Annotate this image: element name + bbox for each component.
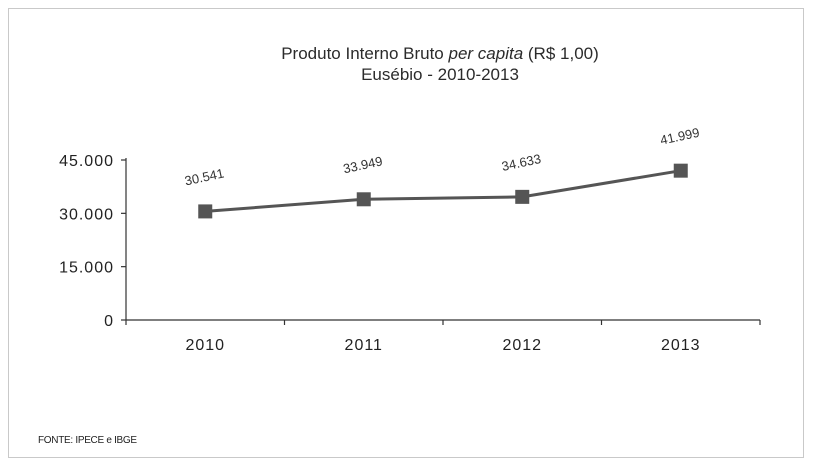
data-point-marker — [198, 204, 213, 219]
y-tick-label: 30.000 — [59, 206, 114, 223]
chart-frame — [8, 8, 804, 458]
x-tick-label: 2011 — [345, 337, 383, 354]
data-point-marker — [673, 163, 688, 178]
data-label: 34.633 — [500, 151, 542, 174]
data-point-marker — [515, 189, 530, 204]
chart-subtitle: Eusébio - 2010-2013 — [361, 65, 519, 84]
data-point-marker — [356, 192, 371, 207]
x-tick-label: 2013 — [661, 337, 701, 354]
source-note: FONTE: IPECE e IBGE — [38, 435, 137, 446]
y-tick-label: 0 — [104, 313, 114, 330]
y-tick-label: 15.000 — [59, 260, 114, 277]
series-line — [205, 169, 681, 213]
chart-title: Produto Interno Bruto per capita (R$ 1,0… — [281, 44, 599, 63]
chart-title-suffix: (R$ 1,00) — [523, 44, 599, 63]
x-tick-label: 2012 — [502, 337, 542, 354]
chart-title-main: Produto Interno Bruto — [281, 44, 448, 63]
data-label: 33.949 — [342, 153, 384, 176]
data-label: 30.541 — [183, 166, 225, 189]
y-tick-label: 45.000 — [59, 153, 114, 170]
data-label: 41.999 — [659, 125, 701, 148]
chart-title-italic: per capita — [448, 44, 524, 63]
x-tick-label: 2010 — [185, 337, 225, 354]
